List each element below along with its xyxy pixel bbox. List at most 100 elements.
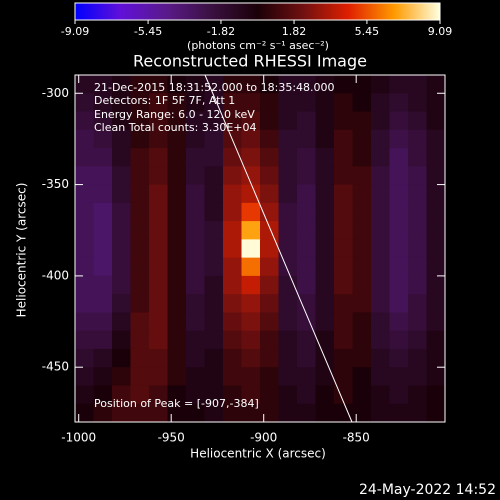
heatmap-cell bbox=[426, 367, 446, 386]
heatmap-cell bbox=[167, 257, 187, 277]
colorbar-tick-label: 9.09 bbox=[428, 25, 453, 38]
heatmap-cell bbox=[297, 275, 316, 295]
heatmap-cell bbox=[186, 129, 205, 149]
heatmap-cell bbox=[75, 221, 94, 240]
heatmap-cell bbox=[204, 129, 224, 149]
heatmap-cell bbox=[334, 75, 353, 94]
heatmap-cell bbox=[278, 403, 298, 423]
heatmap-cell bbox=[334, 257, 353, 277]
heatmap-cell bbox=[223, 221, 242, 240]
heatmap-cell bbox=[315, 294, 335, 313]
heatmap-cell bbox=[278, 221, 298, 240]
heatmap-cell bbox=[112, 348, 131, 368]
heatmap-cell bbox=[297, 184, 316, 204]
heatmap-cell bbox=[167, 166, 187, 185]
heatmap-cell bbox=[260, 312, 279, 332]
heatmap-cell bbox=[186, 403, 205, 423]
heatmap-cell bbox=[426, 148, 446, 167]
heatmap-cell bbox=[315, 202, 335, 222]
heatmap-cell bbox=[167, 330, 187, 350]
heatmap-cell bbox=[93, 239, 113, 259]
heatmap-cell bbox=[371, 129, 390, 149]
heatmap-cell bbox=[389, 184, 409, 204]
heatmap-cell bbox=[93, 348, 113, 368]
heatmap-cell bbox=[241, 312, 261, 332]
heatmap-cell bbox=[389, 93, 409, 112]
heatmap-cell bbox=[389, 257, 409, 277]
heatmap-cell bbox=[167, 93, 187, 112]
heatmap-cell bbox=[352, 275, 372, 295]
heatmap-cell bbox=[260, 166, 279, 185]
annotation: Clean Total counts: 3.30E+04 bbox=[94, 121, 257, 134]
heatmap-cell bbox=[334, 202, 353, 222]
heatmap-cell bbox=[278, 75, 298, 94]
heatmap-cell bbox=[426, 348, 446, 368]
heatmap-cell bbox=[426, 239, 446, 259]
heatmap-cell bbox=[260, 294, 279, 313]
heatmap-cell bbox=[149, 385, 168, 405]
heatmap-cell bbox=[75, 385, 94, 405]
heatmap-cell bbox=[93, 148, 113, 167]
heatmap-cell bbox=[130, 166, 150, 185]
annotation: Detectors: 1F 5F 7F, Att 1 bbox=[94, 94, 235, 107]
heatmap-cell bbox=[408, 348, 427, 368]
heatmap-cell bbox=[75, 75, 94, 94]
heatmap-cell bbox=[408, 129, 427, 149]
heatmap-cell bbox=[204, 403, 224, 423]
heatmap-cell bbox=[408, 257, 427, 277]
heatmap-cell bbox=[297, 385, 316, 405]
heatmap-cell bbox=[204, 239, 224, 259]
heatmap-cell bbox=[223, 184, 242, 204]
heatmap-cell bbox=[167, 221, 187, 240]
heatmap-cell bbox=[408, 385, 427, 405]
heatmap-cell bbox=[186, 294, 205, 313]
heatmap-cell bbox=[149, 75, 168, 94]
y-tick-label: -450 bbox=[42, 360, 69, 374]
heatmap-cell bbox=[130, 129, 150, 149]
heatmap-cell bbox=[130, 348, 150, 368]
heatmap-cell bbox=[278, 385, 298, 405]
heatmap-cell bbox=[408, 184, 427, 204]
heatmap-cell bbox=[112, 239, 131, 259]
heatmap-cell bbox=[278, 166, 298, 185]
heatmap-cell bbox=[130, 257, 150, 277]
heatmap-cell bbox=[260, 111, 279, 131]
heatmap-cell bbox=[297, 367, 316, 386]
heatmap-cell bbox=[278, 148, 298, 167]
heatmap-cell bbox=[130, 294, 150, 313]
heatmap-cell bbox=[278, 239, 298, 259]
heatmap-cell bbox=[389, 75, 409, 94]
heatmap-cell bbox=[389, 275, 409, 295]
heatmap-cell bbox=[315, 166, 335, 185]
heatmap-cell bbox=[149, 166, 168, 185]
heatmap-cell bbox=[241, 129, 261, 149]
heatmap-cell bbox=[260, 129, 279, 149]
heatmap-cell bbox=[297, 294, 316, 313]
heatmap-cell bbox=[352, 111, 372, 131]
heatmap-cell bbox=[260, 330, 279, 350]
heatmap-cell bbox=[204, 348, 224, 368]
heatmap-cell bbox=[315, 75, 335, 94]
heatmap-cell bbox=[186, 148, 205, 167]
heatmap-cell bbox=[223, 75, 242, 94]
heatmap-cell bbox=[408, 294, 427, 313]
heatmap-cell bbox=[260, 93, 279, 112]
heatmap-cell bbox=[334, 129, 353, 149]
heatmap-cell bbox=[241, 275, 261, 295]
heatmap-cell bbox=[371, 202, 390, 222]
y-tick-label: -350 bbox=[42, 177, 69, 191]
heatmap-cell bbox=[278, 257, 298, 277]
heatmap-cell bbox=[241, 330, 261, 350]
heatmap-cell bbox=[75, 294, 94, 313]
heatmap-cell bbox=[167, 312, 187, 332]
heatmap-cell bbox=[334, 221, 353, 240]
heatmap-cell bbox=[223, 148, 242, 167]
heatmap-cell bbox=[426, 330, 446, 350]
heatmap-cell bbox=[75, 184, 94, 204]
heatmap-cell bbox=[278, 294, 298, 313]
heatmap-cell bbox=[93, 275, 113, 295]
heatmap-cell bbox=[149, 184, 168, 204]
heatmap-cell bbox=[204, 312, 224, 332]
heatmap-cell bbox=[334, 403, 353, 423]
heatmap-cell bbox=[93, 312, 113, 332]
